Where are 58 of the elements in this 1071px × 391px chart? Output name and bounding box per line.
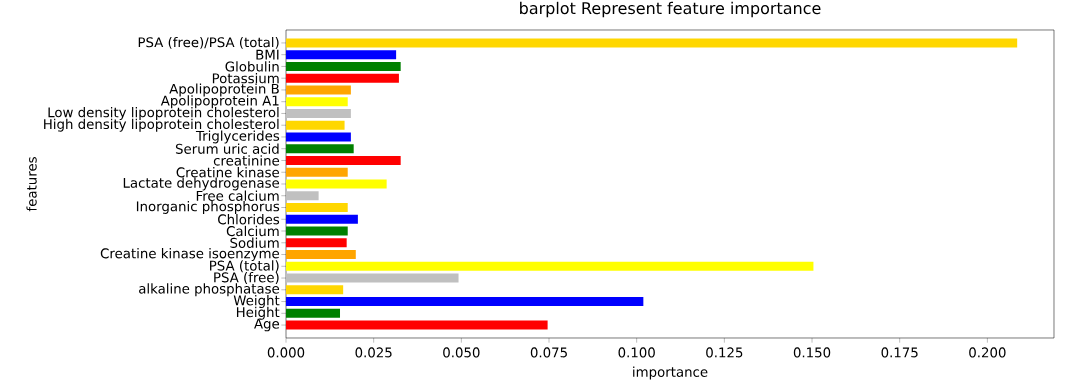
x-tick-label: 0.100 bbox=[618, 347, 655, 358]
bar bbox=[286, 238, 347, 248]
y-tick-label: Creatine kinase bbox=[176, 167, 280, 178]
x-tick-label: 0.025 bbox=[355, 347, 392, 358]
x-tick-label: 0.075 bbox=[530, 347, 567, 358]
bar bbox=[286, 308, 341, 318]
bar bbox=[286, 261, 814, 271]
y-tick-label: PSA (free)/PSA (total) bbox=[138, 36, 279, 49]
y-tick-label: Lactate dehydrogenase bbox=[123, 177, 280, 191]
bar bbox=[286, 108, 351, 118]
y-tick-label: creatinine bbox=[213, 155, 280, 166]
x-tick-label: 0.150 bbox=[793, 347, 831, 358]
bar bbox=[286, 50, 397, 60]
y-tick-label: PSA (free) bbox=[214, 272, 279, 284]
x-axis-title: importance bbox=[633, 366, 708, 380]
y-tick-label: Calcium bbox=[226, 225, 279, 237]
bar bbox=[286, 179, 387, 189]
bar bbox=[286, 250, 356, 260]
bar bbox=[286, 320, 548, 330]
bar bbox=[286, 132, 351, 142]
y-tick-label: PSA (total) bbox=[210, 260, 279, 273]
y-tick-label: Creatine kinase isoenzyme bbox=[100, 248, 280, 261]
bar bbox=[286, 167, 348, 177]
x-tick-label: 0.175 bbox=[881, 347, 918, 358]
x-tick-label: 0.125 bbox=[706, 347, 743, 358]
bar bbox=[286, 214, 358, 224]
y-tick-label: Sodium bbox=[230, 237, 279, 248]
bar bbox=[286, 38, 1018, 48]
y-tick-label: Age bbox=[254, 318, 280, 332]
x-tick-label: 0.200 bbox=[969, 347, 1006, 358]
y-tick-label: Height bbox=[236, 306, 280, 320]
bar bbox=[286, 226, 348, 236]
bar bbox=[286, 285, 344, 295]
bar bbox=[286, 85, 351, 95]
y-tick-label: Chlorides bbox=[218, 214, 280, 225]
bar bbox=[286, 297, 644, 307]
y-tick-label: Serum uric acid bbox=[175, 143, 279, 154]
y-tick-label: Triglycerides bbox=[195, 130, 280, 144]
y-tick-label: alkaline phosphatase bbox=[139, 283, 280, 297]
x-tick-label: 0.000 bbox=[267, 347, 305, 358]
y-axis-title: features bbox=[26, 157, 37, 212]
bar bbox=[286, 97, 348, 107]
y-tick-label: Inorganic phosphorus bbox=[136, 201, 280, 214]
bar bbox=[286, 61, 401, 71]
bar bbox=[286, 155, 401, 166]
y-tick-label: Free calcium bbox=[196, 190, 279, 201]
y-tick-label: Potassium bbox=[212, 73, 279, 84]
x-tick-label: 0.050 bbox=[443, 347, 480, 358]
bar bbox=[286, 191, 319, 201]
bar bbox=[286, 273, 459, 283]
bar bbox=[286, 202, 348, 213]
y-tick-label: BMI bbox=[256, 49, 279, 60]
bar bbox=[286, 144, 354, 154]
bar bbox=[286, 73, 399, 83]
bar bbox=[286, 120, 345, 130]
chart-title: barplot Represent feature importance bbox=[520, 1, 821, 18]
y-tick-label: Globulin bbox=[225, 61, 279, 72]
y-tick-label: Weight bbox=[233, 295, 280, 309]
